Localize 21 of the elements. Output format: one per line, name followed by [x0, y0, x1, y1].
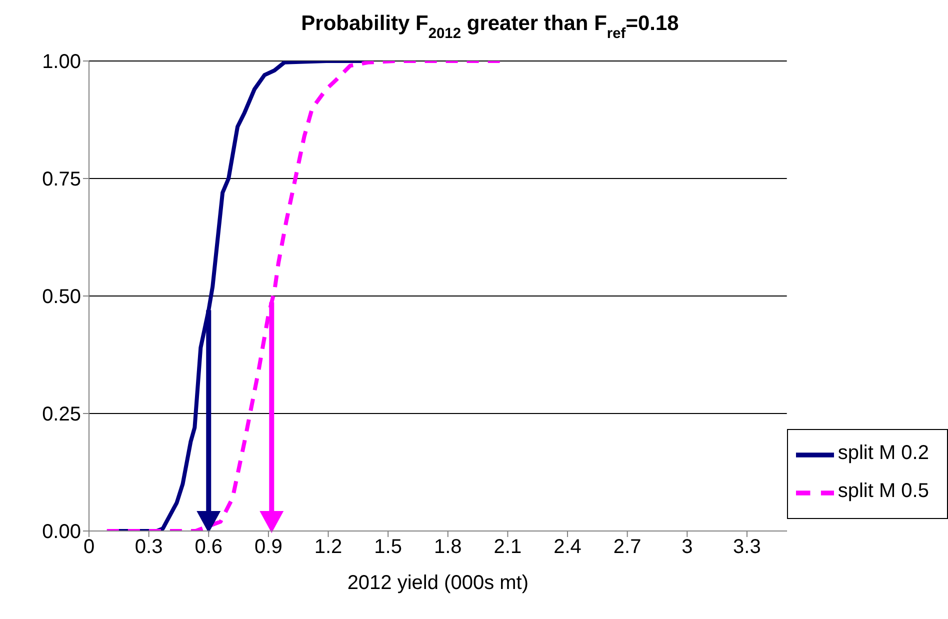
legend-label: split M 0.2	[838, 442, 929, 464]
x-tick-label: 0.3	[134, 536, 163, 558]
chart-title: Probability F$_{2012}$ greater than F$_{ref}$=0.18	[301, 12, 680, 42]
x-tick-label: 2.1	[494, 536, 522, 558]
x-tick-label: 1.5	[374, 536, 402, 558]
x-tick-label: 1.2	[314, 536, 342, 558]
x-tick-label: 0.6	[194, 536, 223, 558]
x-tick-label: 2.7	[613, 536, 642, 558]
y-tick-label: 0.75	[42, 168, 81, 191]
x-tick-label: 2.4	[554, 536, 582, 558]
x-tick-label: 1.8	[434, 536, 462, 558]
y-tick-label: 0.25	[42, 404, 81, 426]
x-axis-title: 2012 yield (000s mt)	[347, 572, 529, 594]
y-tick-label: 0.00	[42, 521, 81, 544]
y-tick-label: 1.00	[42, 51, 81, 74]
x-tick-label: 0.9	[254, 536, 282, 558]
y-tick-label: 0.50	[42, 286, 81, 308]
x-tick-label: 0	[83, 536, 95, 558]
legend-label: split M 0.5	[838, 480, 929, 502]
x-tick-label: 3.3	[733, 536, 761, 558]
x-tick-label: 3	[682, 536, 693, 558]
